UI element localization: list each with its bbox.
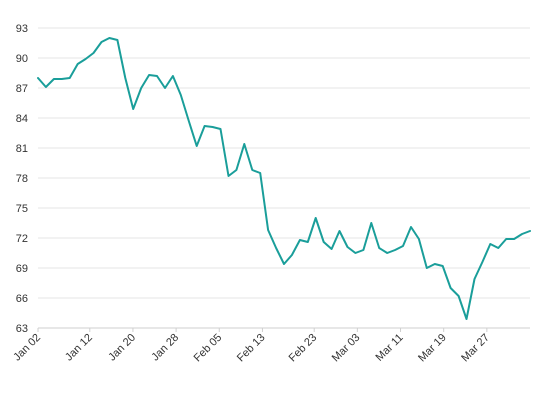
x-tick-label: Feb 05 — [192, 332, 225, 365]
series-layer — [37, 37, 531, 320]
x-tick-label: Feb 13 — [235, 332, 268, 365]
y-tick-label: 90 — [16, 53, 28, 65]
x-axis: Jan 02 Jan 12 Jan 20 Jan 28 Feb 05 Feb 13 Feb … — [11, 328, 492, 364]
x-tick-label: Jan 12 — [63, 332, 95, 364]
y-tick-label: 93 — [16, 23, 28, 35]
x-tick-label: Jan 28 — [149, 332, 181, 364]
y-tick-label: 84 — [16, 113, 28, 125]
gridlines — [38, 27, 530, 329]
y-tick-label: 75 — [16, 203, 28, 215]
y-tick-label: 78 — [16, 173, 28, 185]
y-axis: 63 66 69 72 75 78 81 84 87 90 93 — [16, 23, 28, 335]
x-tick-label: Mar 27 — [459, 332, 492, 365]
y-tick-label: 63 — [16, 323, 28, 335]
y-tick-label: 81 — [16, 143, 28, 155]
x-tick-label: Jan 20 — [106, 332, 138, 364]
y-tick-label: 66 — [16, 293, 28, 305]
y-tick-label: 72 — [16, 233, 28, 245]
x-tick-label: Jan 02 — [11, 332, 43, 364]
x-tick-label: Mar 11 — [374, 332, 406, 364]
x-tick-label: Feb 23 — [287, 332, 320, 365]
x-tick-label: Mar 19 — [416, 332, 449, 365]
y-tick-label: 87 — [16, 83, 28, 95]
x-tick-label: Mar 03 — [330, 332, 363, 365]
y-tick-label: 69 — [16, 263, 28, 275]
